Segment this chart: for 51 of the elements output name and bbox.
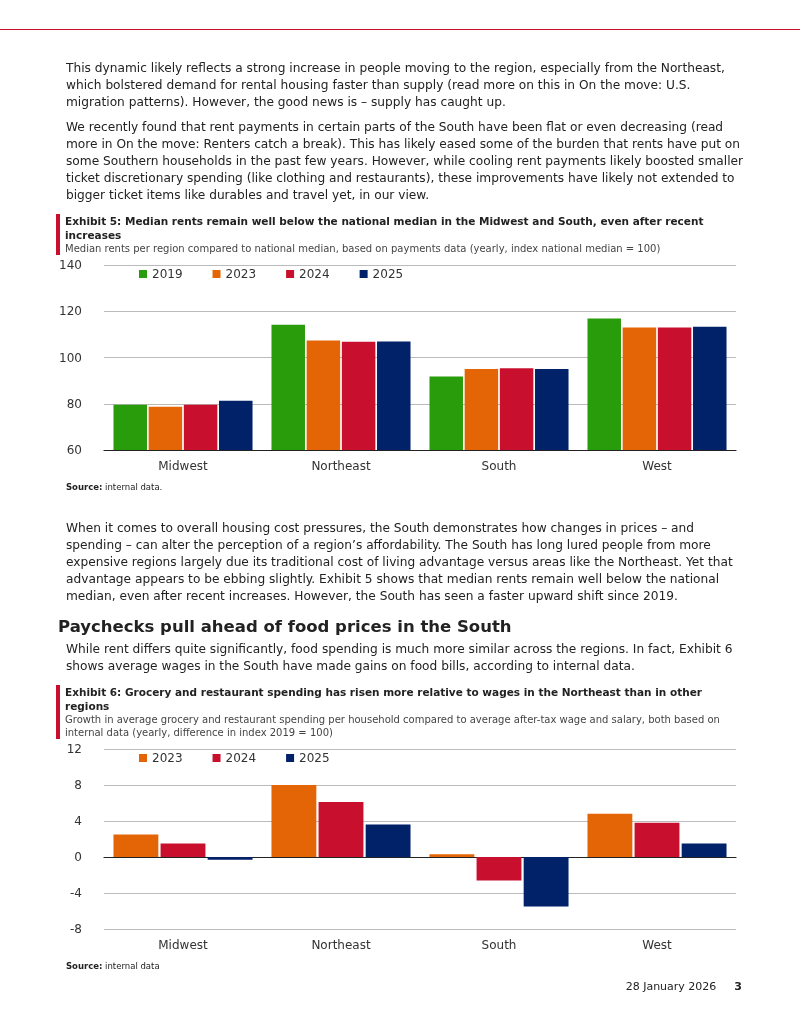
y-tick-label: 100 [59, 350, 82, 365]
legend-label: 2023 [225, 267, 257, 281]
bar [681, 843, 727, 857]
text: 3 [734, 980, 742, 993]
text: 28 January 2026 [625, 980, 717, 993]
legend-label: 2025 [299, 751, 330, 765]
legend-label: 2024 [225, 751, 257, 765]
chart-subtitle: Growth in average grocery and restaurant spending per household compared to average after-tax wage and salary, both based on internal data (yearly, difference in index 2019 = 100) [65, 713, 721, 739]
y-tick-label: 120 [59, 304, 82, 319]
text: We recently found that rent payments in certain parts of the South have been flat or even decreasing (read more in On the move: Renters catch a break). This has likely eased some of the burden that rents have put on some Southern households in the past few years. However, while cooling rent payments likely boosted smaller ticket discretionary spending (like clothing and restaurants), these improvements have likely not extended to bigger ticket items like durables and travel yet, in our view. [66, 119, 745, 204]
y-tick-label: 0 [74, 850, 82, 864]
legend-label: 2019 [152, 267, 183, 281]
chart-subtitle: Median rents per region compared to national median, based on payments data (yearly, index national median = 100) [65, 242, 662, 255]
legend-label: 2023 [152, 751, 183, 765]
y-tick-label: 8 [74, 778, 82, 792]
source-note: Source: internal data [66, 961, 161, 971]
bar [365, 824, 411, 857]
y-tick-label: 12 [66, 742, 82, 756]
chart-title: Exhibit 6: Grocery and restaurant spending has risen more relative to wages in the Northeast than in other regions [65, 685, 703, 713]
source-note: Source: internal data. [66, 482, 164, 492]
bar [523, 857, 569, 907]
x-tick-label: South [481, 938, 517, 952]
bar [318, 802, 364, 857]
chart-title: Exhibit 5: Median rents remain well below the national median in the Midwest and South, even after recent increases [65, 214, 705, 242]
y-tick-label: 4 [74, 814, 82, 828]
bar [160, 843, 206, 857]
legend-label: 2024 [299, 267, 330, 281]
x-tick-label: West [642, 938, 673, 952]
y-tick-label: 140 [59, 258, 82, 272]
text: Paychecks pull ahead of food prices in the South [58, 617, 513, 637]
x-tick-label: Midwest [158, 459, 209, 473]
text: When it comes to overall housing cost pressures, the South demonstrates how changes in prices – and spending – can alter the perception of a region’s affordability. The South has long lured people from more expensive regions largely due its traditional cost of living advantage versus areas like the Northeast. Yet that advantage appears to be ebbing slightly. Exhibit 5 shows that median rents remain well below the national median, even after recent increases. However, the South has seen a faster upward shift since 2019. [66, 520, 734, 605]
y-tick-label: 60 [66, 443, 82, 457]
bar [476, 857, 522, 881]
bar [587, 813, 633, 857]
text: This dynamic likely reflects a strong increase in people moving to the region, especially from the Northeast, which bolstered demand for rental housing faster than supply (read more on this in On the move: U.S. migration patterns). However, the good news is – supply has caught up. [66, 60, 726, 111]
x-tick-label: Northeast [311, 938, 371, 952]
legend-label: 2025 [372, 267, 404, 281]
bar [634, 822, 680, 857]
y-tick-label: -4 [70, 886, 82, 900]
y-tick-label: 80 [66, 396, 82, 411]
x-tick-label: Northeast [311, 459, 371, 473]
x-tick-label: South [481, 459, 517, 473]
bar [207, 857, 253, 860]
bar [113, 834, 159, 857]
x-tick-label: West [642, 459, 673, 473]
x-tick-label: Midwest [158, 938, 209, 952]
y-tick-label: -8 [70, 922, 82, 936]
bar [429, 854, 475, 857]
bar [271, 785, 317, 857]
text: While rent differs quite significantly, food spending is much more similar across the regions. In fact, Exhibit 6 shows average wages in the South have made gains on food bills, according to internal data. [66, 641, 734, 675]
